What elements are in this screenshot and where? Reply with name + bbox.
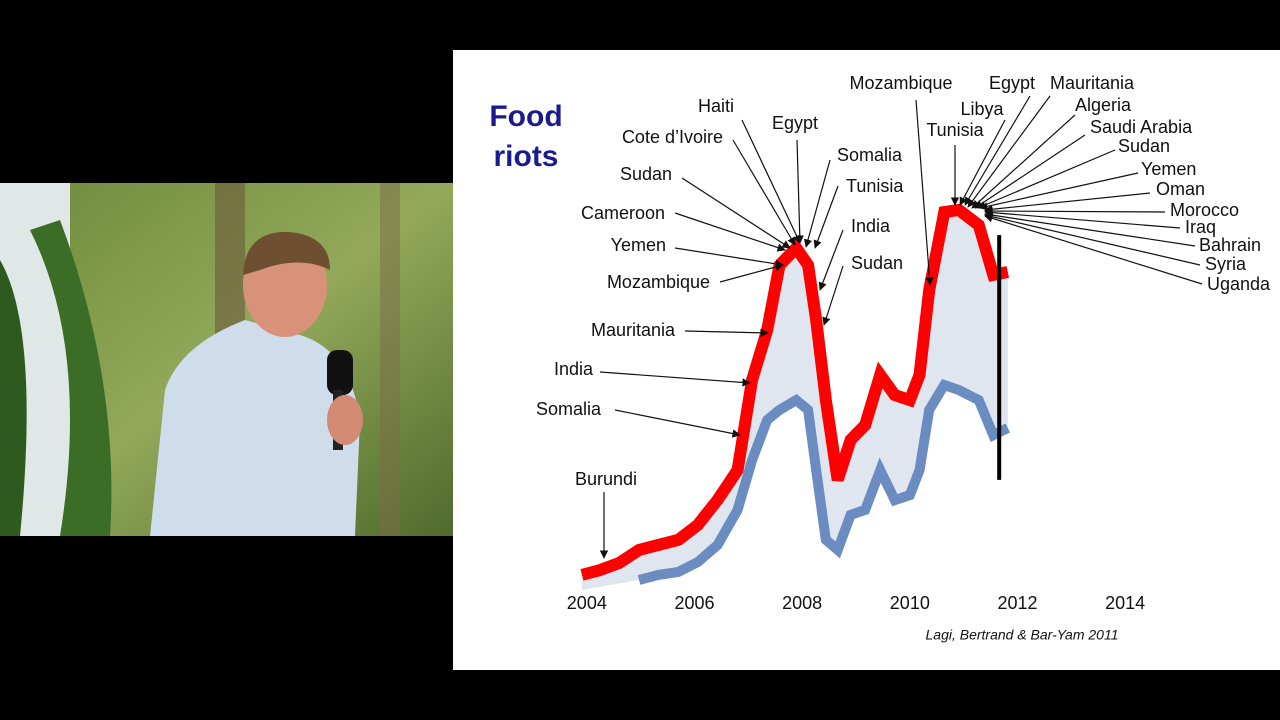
annotation-arrow (803, 159, 831, 248)
annotation-label: Tunisia (926, 120, 984, 140)
annotation-arrow (977, 149, 1116, 209)
annotation-arrow (674, 247, 784, 268)
x-tick-label: 2014 (1105, 593, 1145, 613)
annotation-label: Oman (1156, 179, 1205, 199)
annotation-arrow (822, 265, 844, 326)
annotation-label: Yemen (611, 235, 666, 255)
annotation-arrow (674, 212, 786, 252)
annotation-label: Mozambique (849, 73, 952, 93)
annotation-arrow (984, 214, 1203, 285)
annotation-label: Iraq (1185, 217, 1216, 237)
annotation-label: India (554, 359, 594, 379)
series-line (580, 203, 1010, 581)
annotation-label: Saudi Arabia (1090, 117, 1193, 137)
annotation-arrow (984, 210, 1196, 247)
x-tick-label: 2004 (567, 593, 607, 613)
annotation-arrow (795, 139, 804, 244)
series-line (637, 378, 1011, 585)
annotation-label: Cote d’Ivoire (622, 127, 723, 147)
annotation-label: Algeria (1075, 95, 1132, 115)
annotation-arrow (964, 95, 1031, 206)
annotation-arrow (984, 206, 1166, 216)
annotation-arrow (684, 328, 769, 338)
annotation-arrow (984, 212, 1201, 266)
annotation-arrow (974, 134, 1086, 209)
annotation-arrow (741, 119, 801, 244)
x-tick-label: 2010 (890, 593, 930, 613)
annotation-arrow (959, 119, 1006, 206)
annotation-arrow (732, 139, 796, 246)
annotation-label: Egypt (989, 73, 1035, 93)
annotation-arrow (967, 95, 1051, 208)
annotation-arrow (614, 409, 741, 438)
annotation-label: Sudan (851, 253, 903, 273)
x-tick-label: 2008 (782, 593, 822, 613)
chart: 2004 2006 2008 2010 2012 2014 Burundi Somalia In… (536, 73, 1271, 643)
annotation-label: Mauritania (591, 320, 676, 340)
annotation-arrow (813, 185, 839, 249)
annotation-arrow (979, 172, 1139, 211)
annotation-arrow (971, 114, 1076, 209)
x-tick-label: 2006 (674, 593, 714, 613)
annotation-arrow (915, 99, 934, 286)
annotation-label: Sudan (1118, 136, 1170, 156)
annotation-label: Burundi (575, 469, 637, 489)
annotation-label: Haiti (698, 96, 734, 116)
annotation-arrow (984, 208, 1181, 229)
annotation-arrow (818, 229, 844, 291)
annotation-label: Somalia (837, 145, 903, 165)
annotation-label: Bahrain (1199, 235, 1261, 255)
annotation-label: Syria (1205, 254, 1247, 274)
annotation-label: Sudan (620, 164, 672, 184)
annotation-label: Yemen (1141, 159, 1196, 179)
slide-title: Food riots (489, 100, 563, 173)
annotation-label: Morocco (1170, 200, 1239, 220)
annotation-arrow (599, 371, 751, 387)
annotation-label: Uganda (1207, 274, 1271, 294)
x-tick-label: 2012 (997, 593, 1037, 613)
annotation-label: Somalia (536, 399, 602, 419)
annotation-arrow (681, 177, 791, 249)
annotation-arrow (719, 262, 784, 283)
annotation-label: Cameroon (581, 203, 665, 223)
annotation-label: Mozambique (607, 272, 710, 292)
credit: Lagi, Bertrand & Bar-Yam 2011 (926, 627, 1119, 643)
annotation-label: Egypt (772, 113, 818, 133)
annotation-arrow (984, 192, 1151, 214)
annotation-label: Tunisia (846, 176, 904, 196)
annotation-label: Libya (960, 99, 1004, 119)
speaker-video (0, 183, 453, 536)
annotation-label: Mauritania (1050, 73, 1135, 93)
annotation-label: India (851, 216, 891, 236)
